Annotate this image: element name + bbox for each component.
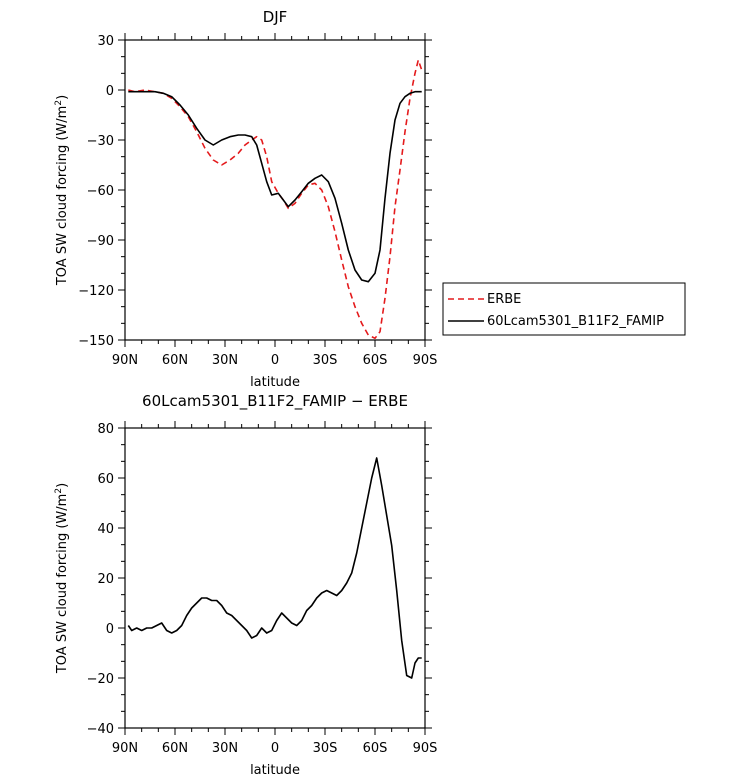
y-tick-label: 30 (97, 34, 114, 49)
legend-box (442, 282, 686, 336)
x-tick-label: 60S (363, 741, 388, 756)
y-tick-label: −40 (87, 722, 114, 737)
plot-area: 30 0 −30 −60 −90 −120 −150 90N 60N 30N 0 30S 60S 90S (78, 33, 437, 368)
y-tick-label: −90 (87, 234, 114, 249)
y-tick-label: 0 (106, 622, 114, 637)
chart-panel-bottom: 60Lcam5301_B11F2_FAMIP − ERBE 80 60 40 20 0 −… (54, 392, 437, 778)
legend-label-model: 60Lcam5301_B11F2_FAMIP (487, 314, 664, 329)
x-tick-label: 60N (162, 741, 188, 756)
y-tick-label: −150 (78, 334, 114, 349)
y-tick-label: 20 (97, 572, 114, 587)
x-tick-label: 30S (313, 741, 338, 756)
chart-panel-top: DJF 30 0 −30 −60 −90 −120 −150 90N 60N 30N 0 30S 60… (54, 8, 686, 390)
chart-title: DJF (263, 8, 288, 26)
y-axis-label: TOA SW cloud forcing (W/m2) (54, 95, 70, 286)
legend: ERBE 60Lcam5301_B11F2_FAMIP (442, 282, 686, 336)
x-axis-label: latitude (250, 763, 300, 778)
x-tick-label: 30S (313, 353, 338, 368)
y-tick-label: −20 (87, 672, 114, 687)
y-axis-label: TOA SW cloud forcing (W/m2) (54, 483, 70, 674)
x-tick-label: 90S (413, 353, 438, 368)
y-tick-label: 0 (106, 84, 114, 99)
plot-area: 80 60 40 20 0 −20 −40 90N 60N 30N 0 30S 60S 90S (87, 421, 438, 756)
y-tick-label: 80 (97, 422, 114, 437)
y-tick-label: −60 (87, 184, 114, 199)
legend-label-erbe: ERBE (487, 292, 521, 307)
chart-title: 60Lcam5301_B11F2_FAMIP − ERBE (142, 392, 408, 411)
x-tick-label: 30N (212, 353, 238, 368)
legend-item-erbe: ERBE (448, 292, 521, 307)
y-tick-label: −30 (87, 134, 114, 149)
x-tick-label: 90S (413, 741, 438, 756)
x-tick-label: 60N (162, 353, 188, 368)
legend-item-model: 60Lcam5301_B11F2_FAMIP (448, 314, 664, 329)
plot-frame (124, 39, 426, 341)
x-tick-label: 30N (212, 741, 238, 756)
x-tick-label: 0 (271, 353, 279, 368)
x-tick-label: 0 (271, 741, 279, 756)
series-line-1 (128, 90, 422, 283)
x-tick-label: 90N (112, 353, 138, 368)
y-tick-label: −120 (78, 284, 114, 299)
x-tick-label: 60S (363, 353, 388, 368)
x-tick-label: 90N (112, 741, 138, 756)
y-tick-label: 60 (97, 472, 114, 487)
x-axis-label: latitude (250, 375, 300, 390)
y-tick-label: 40 (97, 522, 114, 537)
series-line-0 (128, 59, 423, 340)
series-line-0 (127, 457, 422, 679)
